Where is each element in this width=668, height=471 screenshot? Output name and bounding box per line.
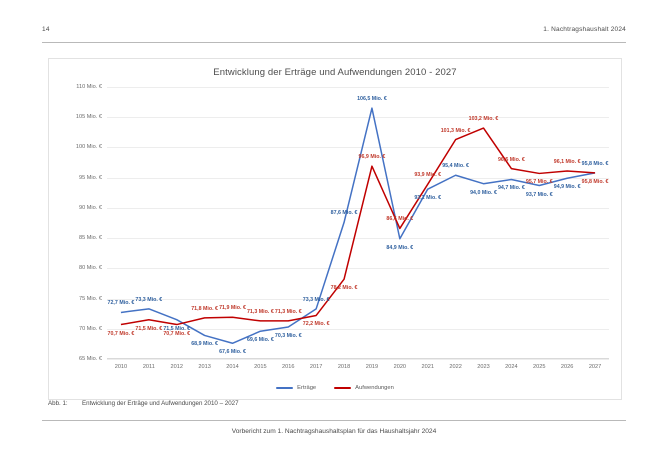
header-divider: [42, 42, 626, 43]
caption-number: Abb. 1:: [48, 400, 68, 407]
data-point-label: 70,7 Mio. €: [163, 330, 191, 337]
data-point-label: 96,1 Mio. €: [553, 159, 581, 166]
y-axis-tick-label: 100 Mio. €: [75, 144, 102, 151]
data-point-label: 96,5 Mio. €: [497, 156, 525, 163]
chart-x-axis: [107, 358, 609, 359]
x-axis-tick-label: 2025: [533, 364, 546, 370]
data-point-label: 106,5 Mio. €: [357, 96, 387, 103]
x-axis-tick-label: 2026: [560, 364, 574, 370]
x-axis-tick-label: 2020: [393, 364, 407, 370]
gridline: [107, 298, 609, 300]
gridline: [107, 87, 609, 88]
y-axis-tick-label: 75 Mio. €: [78, 295, 102, 302]
x-axis-tick-label: 2010: [114, 364, 128, 370]
data-point-label: 84,9 Mio. €: [386, 244, 414, 251]
y-axis-tick-label: 90 Mio. €: [78, 204, 102, 211]
data-point-label: 71,5 Mio. €: [135, 325, 163, 332]
data-point-label: 67,6 Mio. €: [219, 349, 246, 356]
data-point-label: 72,2 Mio. €: [302, 321, 330, 328]
data-point-label: 94,9 Mio. €: [553, 184, 581, 191]
data-point-label: 71,8 Mio. €: [191, 305, 219, 312]
legend-label: Erträge: [297, 385, 317, 391]
series-line-erträge: [120, 107, 596, 345]
caption-text: Entwicklung der Erträge und Aufwendungen…: [82, 400, 239, 407]
gridline: [107, 207, 609, 209]
y-axis-tick-label: 85 Mio. €: [78, 235, 102, 242]
x-axis-tick-label: 2014: [226, 364, 239, 370]
chart-container: Entwicklung der Erträge und Aufwendungen…: [48, 58, 622, 400]
document-footer: Vorbericht zum 1. Nachtragshaushaltsplan…: [231, 428, 437, 435]
y-axis-tick-label: 70 Mio. €: [78, 325, 102, 332]
data-point-label: 93,7 Mio. €: [525, 191, 553, 198]
data-point-label: 69,6 Mio. €: [246, 337, 274, 344]
gridline: [107, 268, 609, 270]
legend-swatch-icon: [334, 387, 352, 389]
series-line-aufwendungen: [120, 127, 596, 326]
data-point-label: 73,3 Mio. €: [302, 296, 330, 303]
gridline: [107, 117, 609, 119]
data-point-label: 71,5 Mio. €: [163, 325, 191, 332]
data-point-label: 86,6 Mio. €: [386, 216, 414, 223]
x-axis-tick-label: 2015: [254, 364, 267, 370]
chart-title: Entwicklung der Erträge und Aufwendungen…: [213, 67, 457, 78]
legend-item-aufwendungen[interactable]: Aufwendungen: [334, 385, 394, 391]
page-number: 14: [42, 26, 50, 33]
gridline: [107, 238, 609, 240]
footer-divider: [42, 420, 626, 421]
legend-swatch-icon: [276, 387, 294, 389]
x-axis-tick-label: 2012: [170, 364, 183, 370]
data-point-label: 95,8 Mio. €: [581, 178, 609, 185]
data-point-label: 78,2 Mio. €: [330, 285, 358, 292]
x-axis-tick-label: 2023: [477, 364, 490, 370]
data-point-label: 71,9 Mio. €: [219, 305, 246, 312]
x-axis-tick-label: 2024: [505, 364, 518, 370]
data-point-label: 95,7 Mio. €: [525, 179, 553, 186]
data-point-label: 94,7 Mio. €: [497, 185, 525, 192]
data-point-label: 70,7 Mio. €: [107, 330, 135, 337]
x-axis-tick-label: 2021: [421, 364, 434, 370]
data-point-label: 93,1 Mio. €: [414, 195, 442, 202]
chart-legend: Erträge Aufwendungen: [49, 385, 621, 391]
data-point-label: 73,3 Mio. €: [135, 296, 163, 303]
data-point-label: 94,0 Mio. €: [470, 189, 497, 196]
x-axis-tick-label: 2018: [337, 364, 351, 370]
gridline: [107, 147, 609, 149]
chart-plot-area: 110 Mio. € 105 Mio. € 100 Mio. € 95 Mio. € 9…: [76, 84, 609, 370]
data-point-label: 93,9 Mio. €: [414, 172, 442, 179]
y-axis-tick-label: 65 Mio. €: [78, 356, 102, 362]
data-point-label: 71,3 Mio. €: [246, 308, 274, 315]
data-point-label: 71,3 Mio. €: [274, 308, 302, 315]
data-point-label: 72,7 Mio. €: [107, 300, 135, 307]
gridline: [107, 177, 609, 179]
y-axis-tick-label: 80 Mio. €: [78, 265, 102, 272]
x-axis-tick-label: 2013: [198, 364, 211, 370]
x-axis-tick-label: 2016: [282, 364, 295, 370]
header-title: 1. Nachtragshaushalt 2024: [543, 26, 626, 33]
y-axis-tick-label: 105 Mio. €: [75, 114, 102, 121]
legend-label: Aufwendungen: [355, 385, 394, 391]
x-axis-tick-label: 2022: [449, 364, 462, 370]
data-point-label: 101,3 Mio. €: [440, 127, 471, 134]
gridline: [107, 328, 609, 330]
data-point-label: 95,8 Mio. €: [581, 160, 609, 167]
data-point-label: 87,6 Mio. €: [330, 210, 358, 217]
legend-item-erträge[interactable]: Erträge: [276, 385, 316, 391]
y-axis-tick-label: 110 Mio. €: [76, 84, 102, 90]
x-axis-tick-label: 2019: [365, 364, 379, 370]
gridline: [107, 359, 609, 360]
x-axis-tick-label: 2011: [142, 364, 155, 370]
data-point-label: 95,4 Mio. €: [442, 163, 470, 170]
data-point-label: 103,2 Mio. €: [468, 116, 499, 123]
data-point-label: 96,9 Mio. €: [358, 154, 386, 161]
data-point-label: 68,9 Mio. €: [191, 341, 219, 348]
chart-series-lines: [120, 107, 596, 345]
x-axis-tick-label: 2027: [588, 364, 602, 370]
data-point-label: 70,3 Mio. €: [274, 332, 302, 339]
y-axis-tick-label: 95 Mio. €: [78, 174, 102, 181]
figure-caption: Abb. 1: Entwicklung der Erträge und Aufw…: [48, 400, 628, 407]
x-axis-tick-label: 2017: [309, 364, 323, 370]
document-header: 14 1. Nachtragshaushalt 2024: [42, 26, 626, 33]
